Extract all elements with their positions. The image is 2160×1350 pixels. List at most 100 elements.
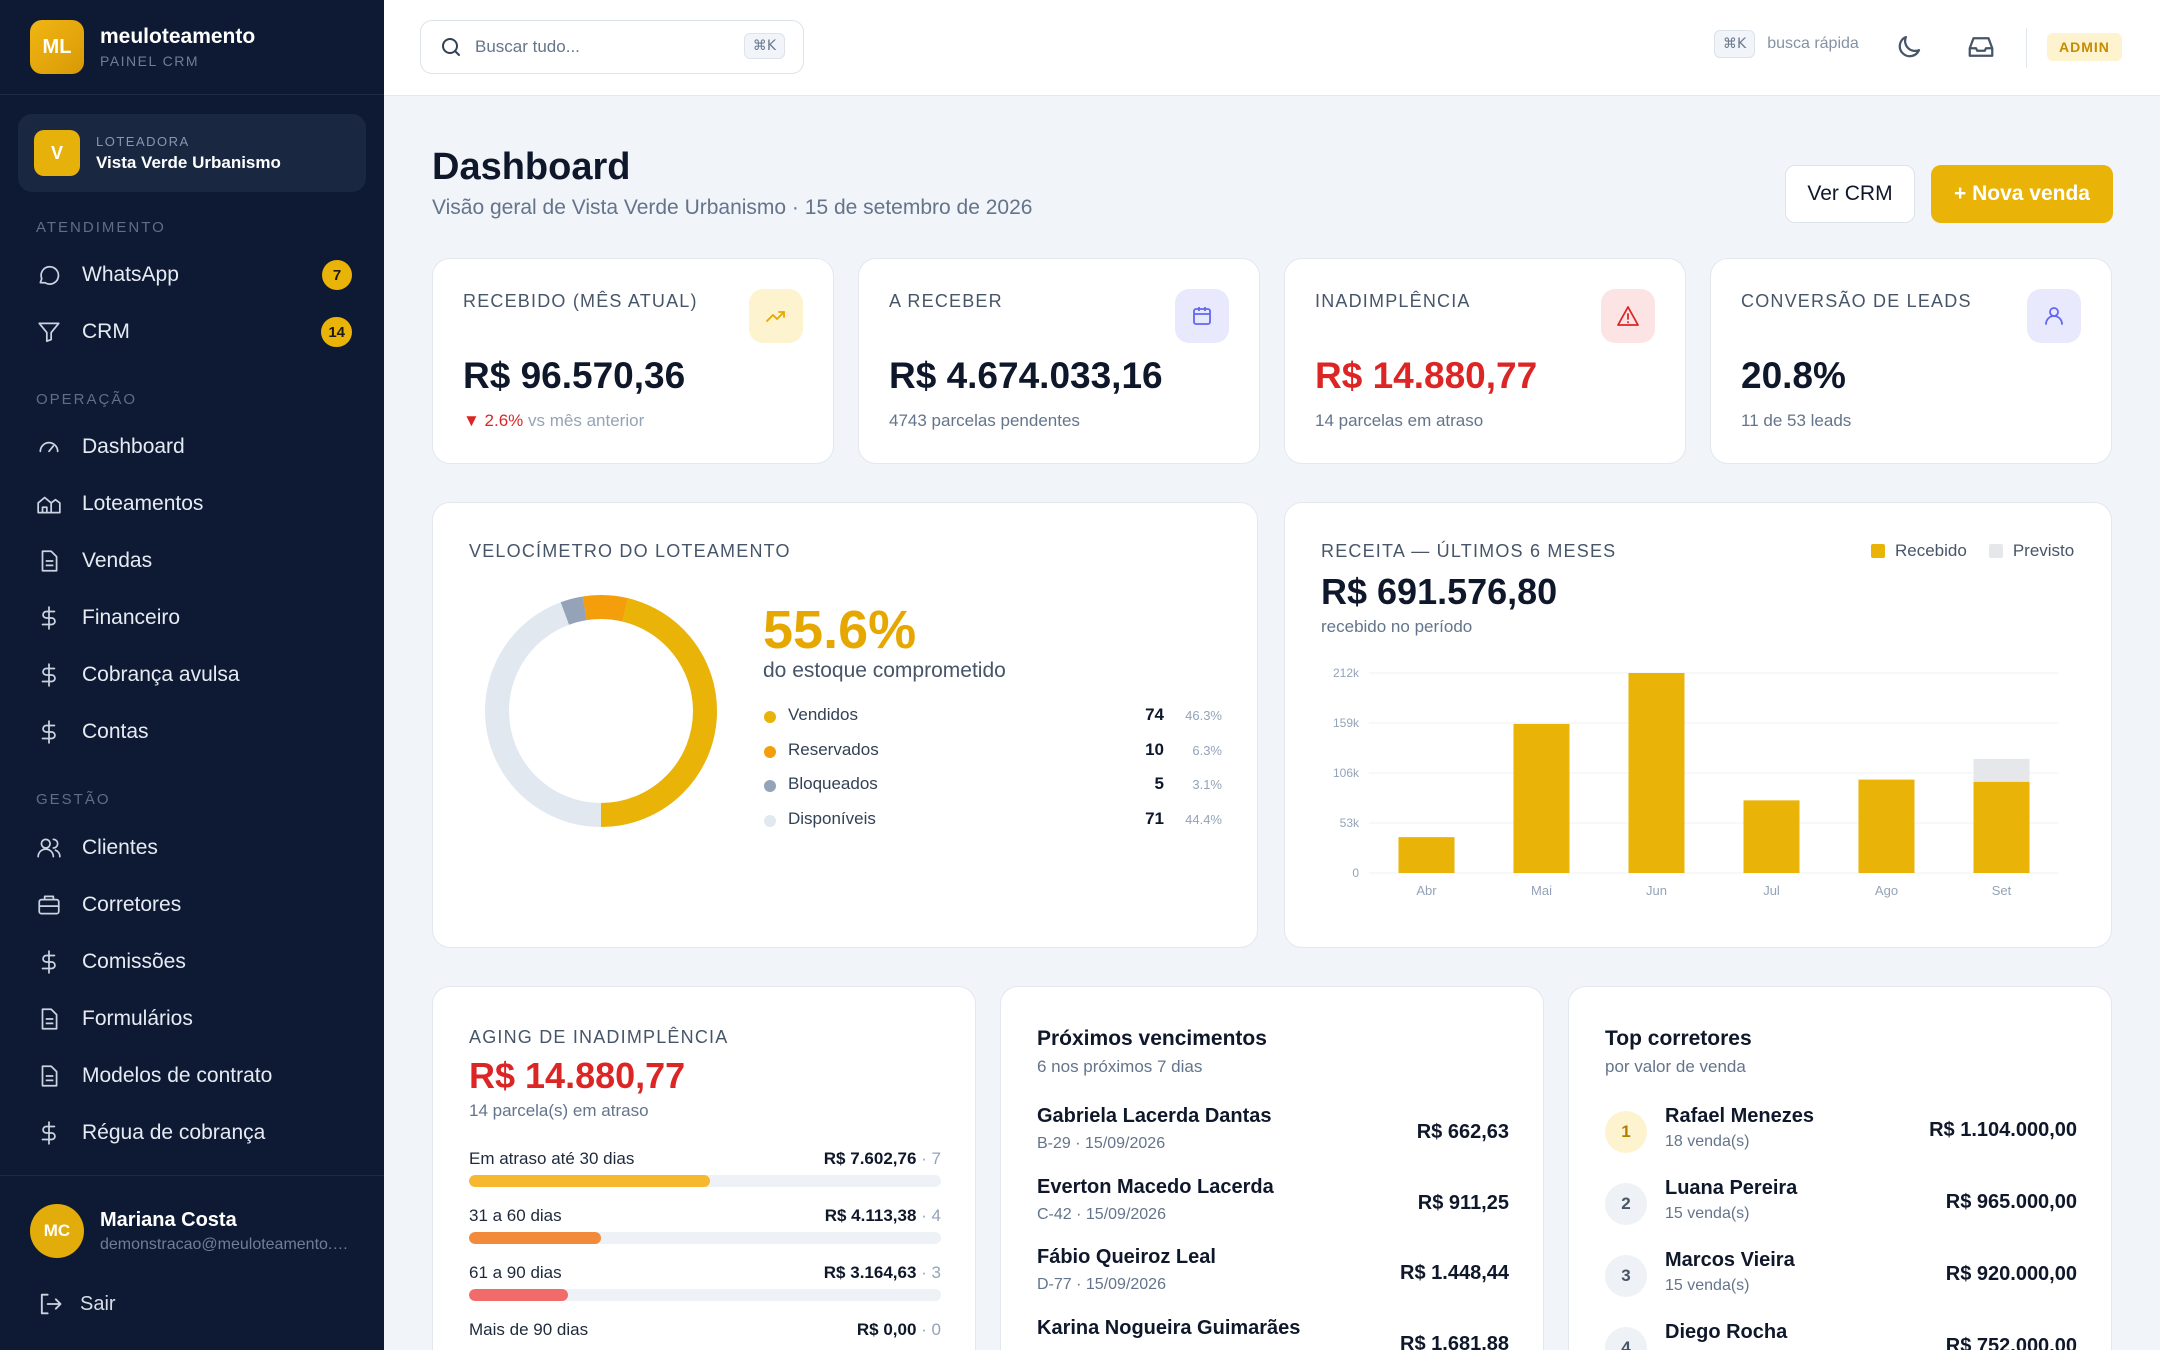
bar-received[interactable] xyxy=(1628,673,1685,873)
quick-shortcut: ⌘K xyxy=(1714,30,1756,58)
aging-label: 61 a 90 dias xyxy=(469,1263,562,1282)
sidebar-item-corretores[interactable]: Corretores xyxy=(36,885,352,925)
aging-value: R$ 4.113,38 · 4 xyxy=(825,1206,941,1226)
aging-progress xyxy=(469,1175,941,1187)
legend-swatch-received xyxy=(1871,544,1885,558)
sidebar-item-formularios[interactable]: Formulários xyxy=(36,999,352,1039)
org-switcher[interactable]: V LOTEADORA Vista Verde Urbanismo xyxy=(18,114,366,192)
lot-and-date: D-77 · 15/09/2026 xyxy=(1037,1276,1166,1293)
installment-amount: R$ 911,25 xyxy=(1417,1192,1509,1214)
sidebar-item-label: Vendas xyxy=(82,549,153,572)
broker-name: Luana Pereira xyxy=(1665,1177,1798,1199)
broker-sales: 18 venda(s) xyxy=(1665,1133,1750,1150)
top-brokers-title: Top corretores xyxy=(1605,1027,1752,1050)
list-item[interactable]: 4 Diego Rocha R$ 752.000,00 xyxy=(1605,1321,2077,1350)
sidebar-item-label: Contas xyxy=(82,720,149,743)
legend-percent: 44.4% xyxy=(1185,812,1222,827)
bar-received[interactable] xyxy=(1398,837,1455,873)
sidebar-item-crm[interactable]: CRM 14 xyxy=(36,312,352,352)
list-item[interactable]: 2 Luana Pereira 15 venda(s) R$ 965.000,0… xyxy=(1605,1177,2077,1233)
user-profile[interactable]: MC Mariana Costa demonstracao@meuloteame… xyxy=(30,1204,350,1258)
revenue-caption: RECEITA — ÚLTIMOS 6 MESES xyxy=(1321,541,1617,561)
legend-row-disponiveis: Disponíveis 71 44.4% xyxy=(764,807,1222,835)
search-input[interactable] xyxy=(475,37,725,57)
bar-received[interactable] xyxy=(1513,723,1570,873)
kpi-card-receivable: A RECEBER R$ 4.674.033,16 4743 parcelas … xyxy=(858,258,1260,464)
kpi-card-delinquency: INADIMPLÊNCIA R$ 14.880,77 14 parcelas e… xyxy=(1284,258,1686,464)
upcoming-title: Próximos vencimentos xyxy=(1037,1027,1267,1050)
sidebar-item-whatsapp[interactable]: WhatsApp 7 xyxy=(36,255,352,295)
search-icon xyxy=(442,38,460,56)
moon-icon[interactable] xyxy=(1894,32,1924,62)
upcoming-due-card: Próximos vencimentos 6 nos próximos 7 di… xyxy=(1000,986,1544,1350)
bar-received[interactable] xyxy=(1858,779,1915,873)
kpi-card-conversion: CONVERSÃO DE LEADS 20.8% 11 de 53 leads xyxy=(1710,258,2112,464)
sidebar-item-dashboard[interactable]: Dashboard xyxy=(36,427,352,467)
brand-name: meuloteamento xyxy=(100,25,256,48)
legend-dot xyxy=(764,780,776,792)
installment-amount: R$ 1.448,44 xyxy=(1400,1262,1509,1284)
list-item[interactable]: Karina Nogueira Guimarães R$ 1.681,88 xyxy=(1037,1317,1509,1350)
list-item[interactable]: Gabriela Lacerda Dantas B-29 · 15/09/202… xyxy=(1037,1105,1509,1161)
kpi-value: R$ 14.880,77 xyxy=(1315,355,1538,396)
legend-count: 71 xyxy=(1145,809,1164,828)
sidebar-item-financeiro[interactable]: Financeiro xyxy=(36,598,352,638)
new-sale-button[interactable]: + Nova venda xyxy=(1931,165,2113,223)
aging-row: Mais de 90 dias R$ 0,00 · 0 xyxy=(469,1320,941,1350)
kpi-subtext: 4743 parcelas pendentes xyxy=(889,411,1080,430)
inventory-gauge-card: VELOCÍMETRO DO LOTEAMENTO 55.6% do estoq… xyxy=(432,502,1258,948)
sidebar-item-vendas[interactable]: Vendas xyxy=(36,541,352,581)
search-shortcut: ⌘K xyxy=(743,33,785,59)
donut-segment-reservados xyxy=(485,595,717,827)
legend-count: 10 xyxy=(1145,740,1164,759)
user-email: demonstracao@meuloteamento.com.br xyxy=(100,1235,350,1253)
legend-label: Vendidos xyxy=(788,705,858,724)
avatar: MC xyxy=(30,1204,84,1258)
client-name: Gabriela Lacerda Dantas xyxy=(1037,1105,1272,1127)
kpi-subtext: 11 de 53 leads xyxy=(1741,411,1852,430)
quick-search[interactable]: ⌘K busca rápida xyxy=(1714,30,1859,58)
broker-amount: R$ 920.000,00 xyxy=(1945,1263,2077,1285)
bar-received[interactable] xyxy=(1973,781,2030,873)
list-item[interactable]: 1 Rafael Menezes 18 venda(s) R$ 1.104.00… xyxy=(1605,1105,2077,1161)
sidebar-item-cobranca-avulsa[interactable]: Cobrança avulsa xyxy=(36,655,352,695)
client-name: Fábio Queiroz Leal xyxy=(1037,1246,1216,1268)
aging-label: Em atraso até 30 dias xyxy=(469,1149,635,1168)
broker-name: Rafael Menezes xyxy=(1665,1105,1814,1127)
top-brokers-card: Top corretores por valor de venda 1 Rafa… xyxy=(1568,986,2112,1350)
view-crm-button[interactable]: Ver CRM xyxy=(1785,165,1915,223)
users-icon xyxy=(37,838,61,858)
aging-progress-fill xyxy=(469,1232,602,1244)
list-item[interactable]: Fábio Queiroz Leal D-77 · 15/09/2026 R$ … xyxy=(1037,1246,1509,1302)
list-item[interactable]: Everton Macedo Lacerda C-42 · 15/09/2026… xyxy=(1037,1176,1509,1232)
sidebar-item-regua-cobranca[interactable]: Régua de cobrança xyxy=(36,1113,352,1153)
search-box[interactable]: ⌘K xyxy=(420,20,804,74)
inbox-icon[interactable] xyxy=(1966,32,1996,62)
list-item[interactable]: 3 Marcos Vieira 15 venda(s) R$ 920.000,0… xyxy=(1605,1249,2077,1305)
aging-value: R$ 3.164,63 · 3 xyxy=(824,1263,941,1283)
broker-amount: R$ 752.000,00 xyxy=(1945,1335,2077,1350)
aging-count: · 7 xyxy=(921,1149,941,1168)
sidebar-item-loteamentos[interactable]: Loteamentos xyxy=(36,484,352,524)
aging-count: · 4 xyxy=(921,1206,941,1225)
logout-button[interactable]: Sair xyxy=(36,1290,116,1318)
document-icon xyxy=(41,550,58,572)
badge-count: 7 xyxy=(322,260,352,290)
sidebar-item-clientes[interactable]: Clientes xyxy=(36,828,352,868)
x-tick-label: Set xyxy=(1992,883,2012,898)
section-title-atendimento: ATENDIMENTO xyxy=(36,219,166,236)
sidebar-divider xyxy=(0,94,384,95)
sidebar-item-comissoes[interactable]: Comissões xyxy=(36,942,352,982)
y-tick-label: 53k xyxy=(1340,816,1360,830)
sidebar-item-modelos-contrato[interactable]: Modelos de contrato xyxy=(36,1056,352,1096)
inventory-donut xyxy=(485,595,717,827)
sidebar-item-label: Dashboard xyxy=(82,435,185,458)
aging-total: R$ 14.880,77 xyxy=(469,1055,686,1096)
gauge-percent-caption: do estoque comprometido xyxy=(763,659,1006,682)
bar-received[interactable] xyxy=(1743,800,1800,873)
x-tick-label: Jun xyxy=(1646,883,1667,898)
sidebar-item-contas[interactable]: Contas xyxy=(36,712,352,752)
brand[interactable]: ML meuloteamento PAINEL CRM xyxy=(30,20,255,74)
aging-total-caption: 14 parcela(s) em atraso xyxy=(469,1101,649,1120)
client-name: Everton Macedo Lacerda xyxy=(1037,1176,1274,1198)
